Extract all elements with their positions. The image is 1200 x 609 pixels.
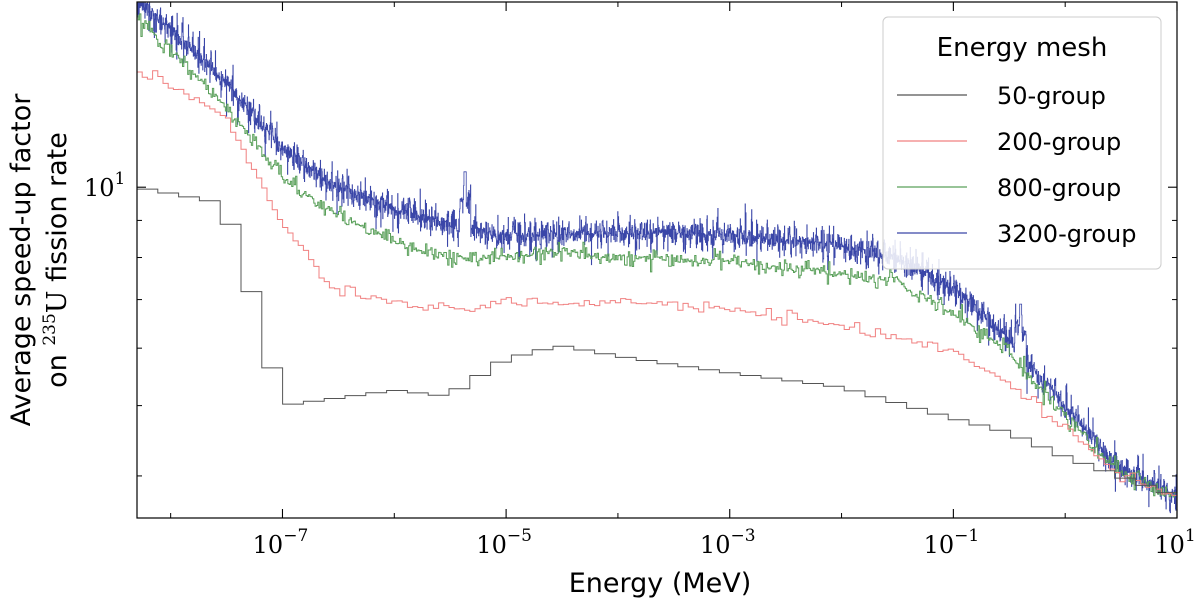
series-line-50-group <box>137 188 1177 494</box>
x-tick-label: 101 <box>1154 526 1195 559</box>
x-tick-label: 10−3 <box>700 526 756 559</box>
legend-box <box>882 16 1162 270</box>
legend-label: 200-group <box>997 128 1121 156</box>
series-layer <box>137 2 1178 514</box>
series-line-3200-group <box>137 2 1178 514</box>
legend-items: 50-group 200-group 800-group 3200-group <box>897 82 1136 248</box>
legend-label: 3200-group <box>997 220 1136 248</box>
y-axis-label-line2: on 235U fission rate <box>40 132 73 388</box>
legend-title: Energy mesh <box>937 33 1108 63</box>
ticks-layer: 10−7 10−5 10−3 10−1 101 101 <box>84 2 1196 559</box>
y-tick-label: 101 <box>84 169 125 202</box>
y-axis-label-line1: Average speed-up factor <box>6 93 37 427</box>
x-tick-label: 10−7 <box>253 526 309 559</box>
x-axis-label: Energy (MeV) <box>569 568 752 599</box>
plot-frame <box>136 1 1178 519</box>
series-line-800-group <box>137 13 1177 498</box>
x-tick-label: 10−1 <box>924 526 980 559</box>
x-tick-label: 10−5 <box>476 526 532 559</box>
legend: Energy mesh 50-group 200-group 800-group 32… <box>882 16 1162 270</box>
series-line-200-group <box>137 70 1177 496</box>
legend-label: 800-group <box>997 174 1121 202</box>
y-axis-label: Average speed-up factor on 235U fission … <box>6 93 73 427</box>
legend-label: 50-group <box>997 82 1106 110</box>
